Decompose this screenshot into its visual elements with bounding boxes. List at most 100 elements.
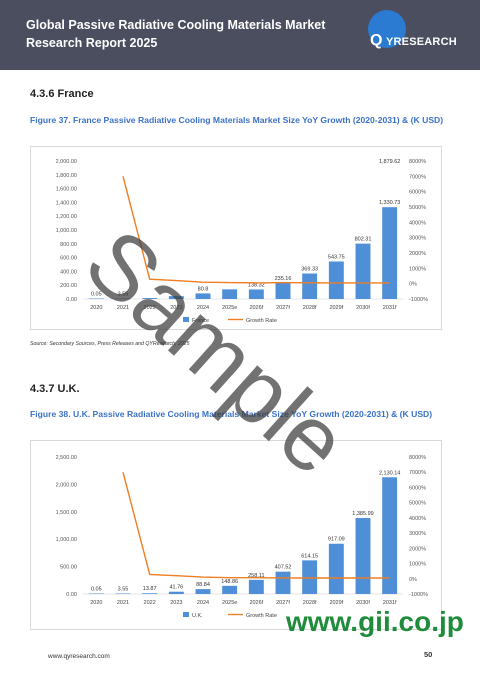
data-label: 1,385.99 (352, 511, 373, 517)
x-tick-label: 2028f (303, 600, 317, 606)
y-tick-label: 0.00 (66, 592, 77, 598)
section-title-france: 4.3.6 France (30, 88, 94, 100)
bar (115, 593, 131, 594)
y-tick-label: 200.00 (60, 283, 77, 289)
growth-rate-line (122, 176, 390, 284)
bar (222, 289, 238, 299)
bar (355, 243, 371, 299)
legend-swatch-bars (183, 317, 189, 322)
x-tick-label: 2028f (303, 305, 317, 311)
y2-tick-label: -1000% (409, 297, 428, 303)
data-label-top: 1,879.62 (379, 159, 400, 165)
bar (355, 518, 371, 594)
bar (168, 296, 184, 299)
x-tick-label: 2027f (276, 600, 290, 606)
figure-caption-france: Figure 37. France Passive Radiative Cool… (30, 115, 444, 125)
y-tick-label: 1,500.00 (56, 510, 77, 516)
data-label: 80.8 (198, 286, 209, 292)
y2-tick-label: 3000% (409, 236, 426, 242)
section-title-uk: 4.3.7 U.K. (30, 383, 80, 395)
data-label: 13.87 (143, 586, 157, 592)
logo-globe-icon (368, 10, 406, 48)
x-tick-label: 2029f (329, 305, 343, 311)
bar (142, 593, 158, 594)
y2-tick-label: 7000% (409, 174, 426, 180)
y-tick-label: 400.00 (60, 269, 77, 275)
x-tick-label: 2025e (222, 305, 237, 311)
bar (248, 289, 264, 299)
y-tick-label: 600.00 (60, 256, 77, 262)
y-tick-label: 1,200.00 (56, 214, 77, 220)
data-label: 3.55 (118, 587, 129, 593)
y-tick-label: 2,000.00 (56, 482, 77, 488)
legend-swatch-bars (183, 612, 189, 617)
chart-france: 2,000.00 1,800.00 1,600.00 1,400.00 1,200.00… (30, 146, 442, 330)
legend-label-bars: France (192, 318, 209, 324)
data-label: 0.05 (91, 292, 102, 298)
x-tick-label: 2029f (329, 600, 343, 606)
y2-tick-label: 5000% (409, 205, 426, 211)
x-tick-label: 2021 (117, 600, 129, 606)
bar (222, 585, 238, 594)
x-tick-label: 2022 (144, 305, 156, 311)
data-label: 41.76 (169, 585, 183, 591)
x-tick-label: 2031f (383, 305, 397, 311)
qyresearch-logo: Q YRESEARCH (362, 8, 462, 60)
y2-tick-label: 1000% (409, 562, 426, 568)
y2-tick-label: 1000% (409, 266, 426, 272)
bar (275, 571, 291, 594)
page-number: 50 (424, 650, 433, 659)
data-label: 1,330.73 (379, 200, 400, 206)
x-tick-label: 2020 (90, 305, 102, 311)
x-tick-label: 2031f (383, 600, 397, 606)
bar (248, 579, 264, 594)
report-header: Global Passive Radiative Cooling Materia… (0, 0, 480, 70)
y2-tick-label: 0% (409, 282, 417, 288)
y-tick-label: 1,600.00 (56, 187, 77, 193)
x-tick-label: 2026f (249, 305, 263, 311)
bar (328, 543, 344, 594)
bar (115, 298, 131, 299)
y-tick-label: 1,800.00 (56, 173, 77, 179)
y2-tick-label: 8000% (409, 159, 426, 165)
data-label: 2,130.14 (379, 470, 400, 476)
data-label: 543.75 (328, 254, 345, 260)
logo-text: YRESEARCH (386, 36, 457, 48)
y-tick-label: 1,000.00 (56, 228, 77, 234)
data-label: 614.15 (301, 553, 318, 559)
data-label: 138.32 (248, 282, 265, 288)
y2-tick-label: 5000% (409, 501, 426, 507)
y2-tick-label: 6000% (409, 485, 426, 491)
y-tick-label: 500.00 (60, 565, 77, 571)
data-label: 802.31 (355, 237, 372, 243)
bar (142, 298, 158, 299)
x-tick-label: 2020 (90, 600, 102, 606)
data-label: 148.86 (221, 579, 238, 585)
y2-tick-label: 4000% (409, 516, 426, 522)
x-tick-label: 2021 (117, 305, 129, 311)
bar (168, 591, 184, 594)
x-tick-label: 2022 (144, 600, 156, 606)
x-tick-label: 2030f (356, 600, 370, 606)
chart-uk-svg: 2,500.00 2,000.00 1,500.00 1,000.00 500.00 0.… (56, 455, 428, 619)
data-label: 258.11 (248, 573, 264, 579)
bar (302, 560, 318, 594)
chart-uk: 2,500.00 2,000.00 1,500.00 1,000.00 500.00 0.… (30, 440, 442, 630)
x-tick-label: 2024 (197, 305, 209, 311)
x-tick-label: 2026f (249, 600, 263, 606)
footer-url: www.qyresearch.com (48, 653, 110, 660)
report-title: Global Passive Radiative Cooling Materia… (26, 18, 326, 50)
y-tick-label: 2,500.00 (56, 455, 77, 461)
data-label: 3.55 (118, 292, 129, 298)
data-label: 917.09 (328, 537, 345, 543)
bar (328, 261, 344, 299)
y2-tick-label: 2000% (409, 251, 426, 257)
bar (382, 477, 398, 594)
x-tick-label: 2030f (356, 305, 370, 311)
data-label: 0.05 (91, 587, 102, 593)
bar (302, 273, 318, 299)
y2-tick-label: 7000% (409, 470, 426, 476)
x-tick-label: 2025e (222, 600, 237, 606)
x-tick-label: 2024 (197, 600, 209, 606)
bar (275, 282, 291, 299)
